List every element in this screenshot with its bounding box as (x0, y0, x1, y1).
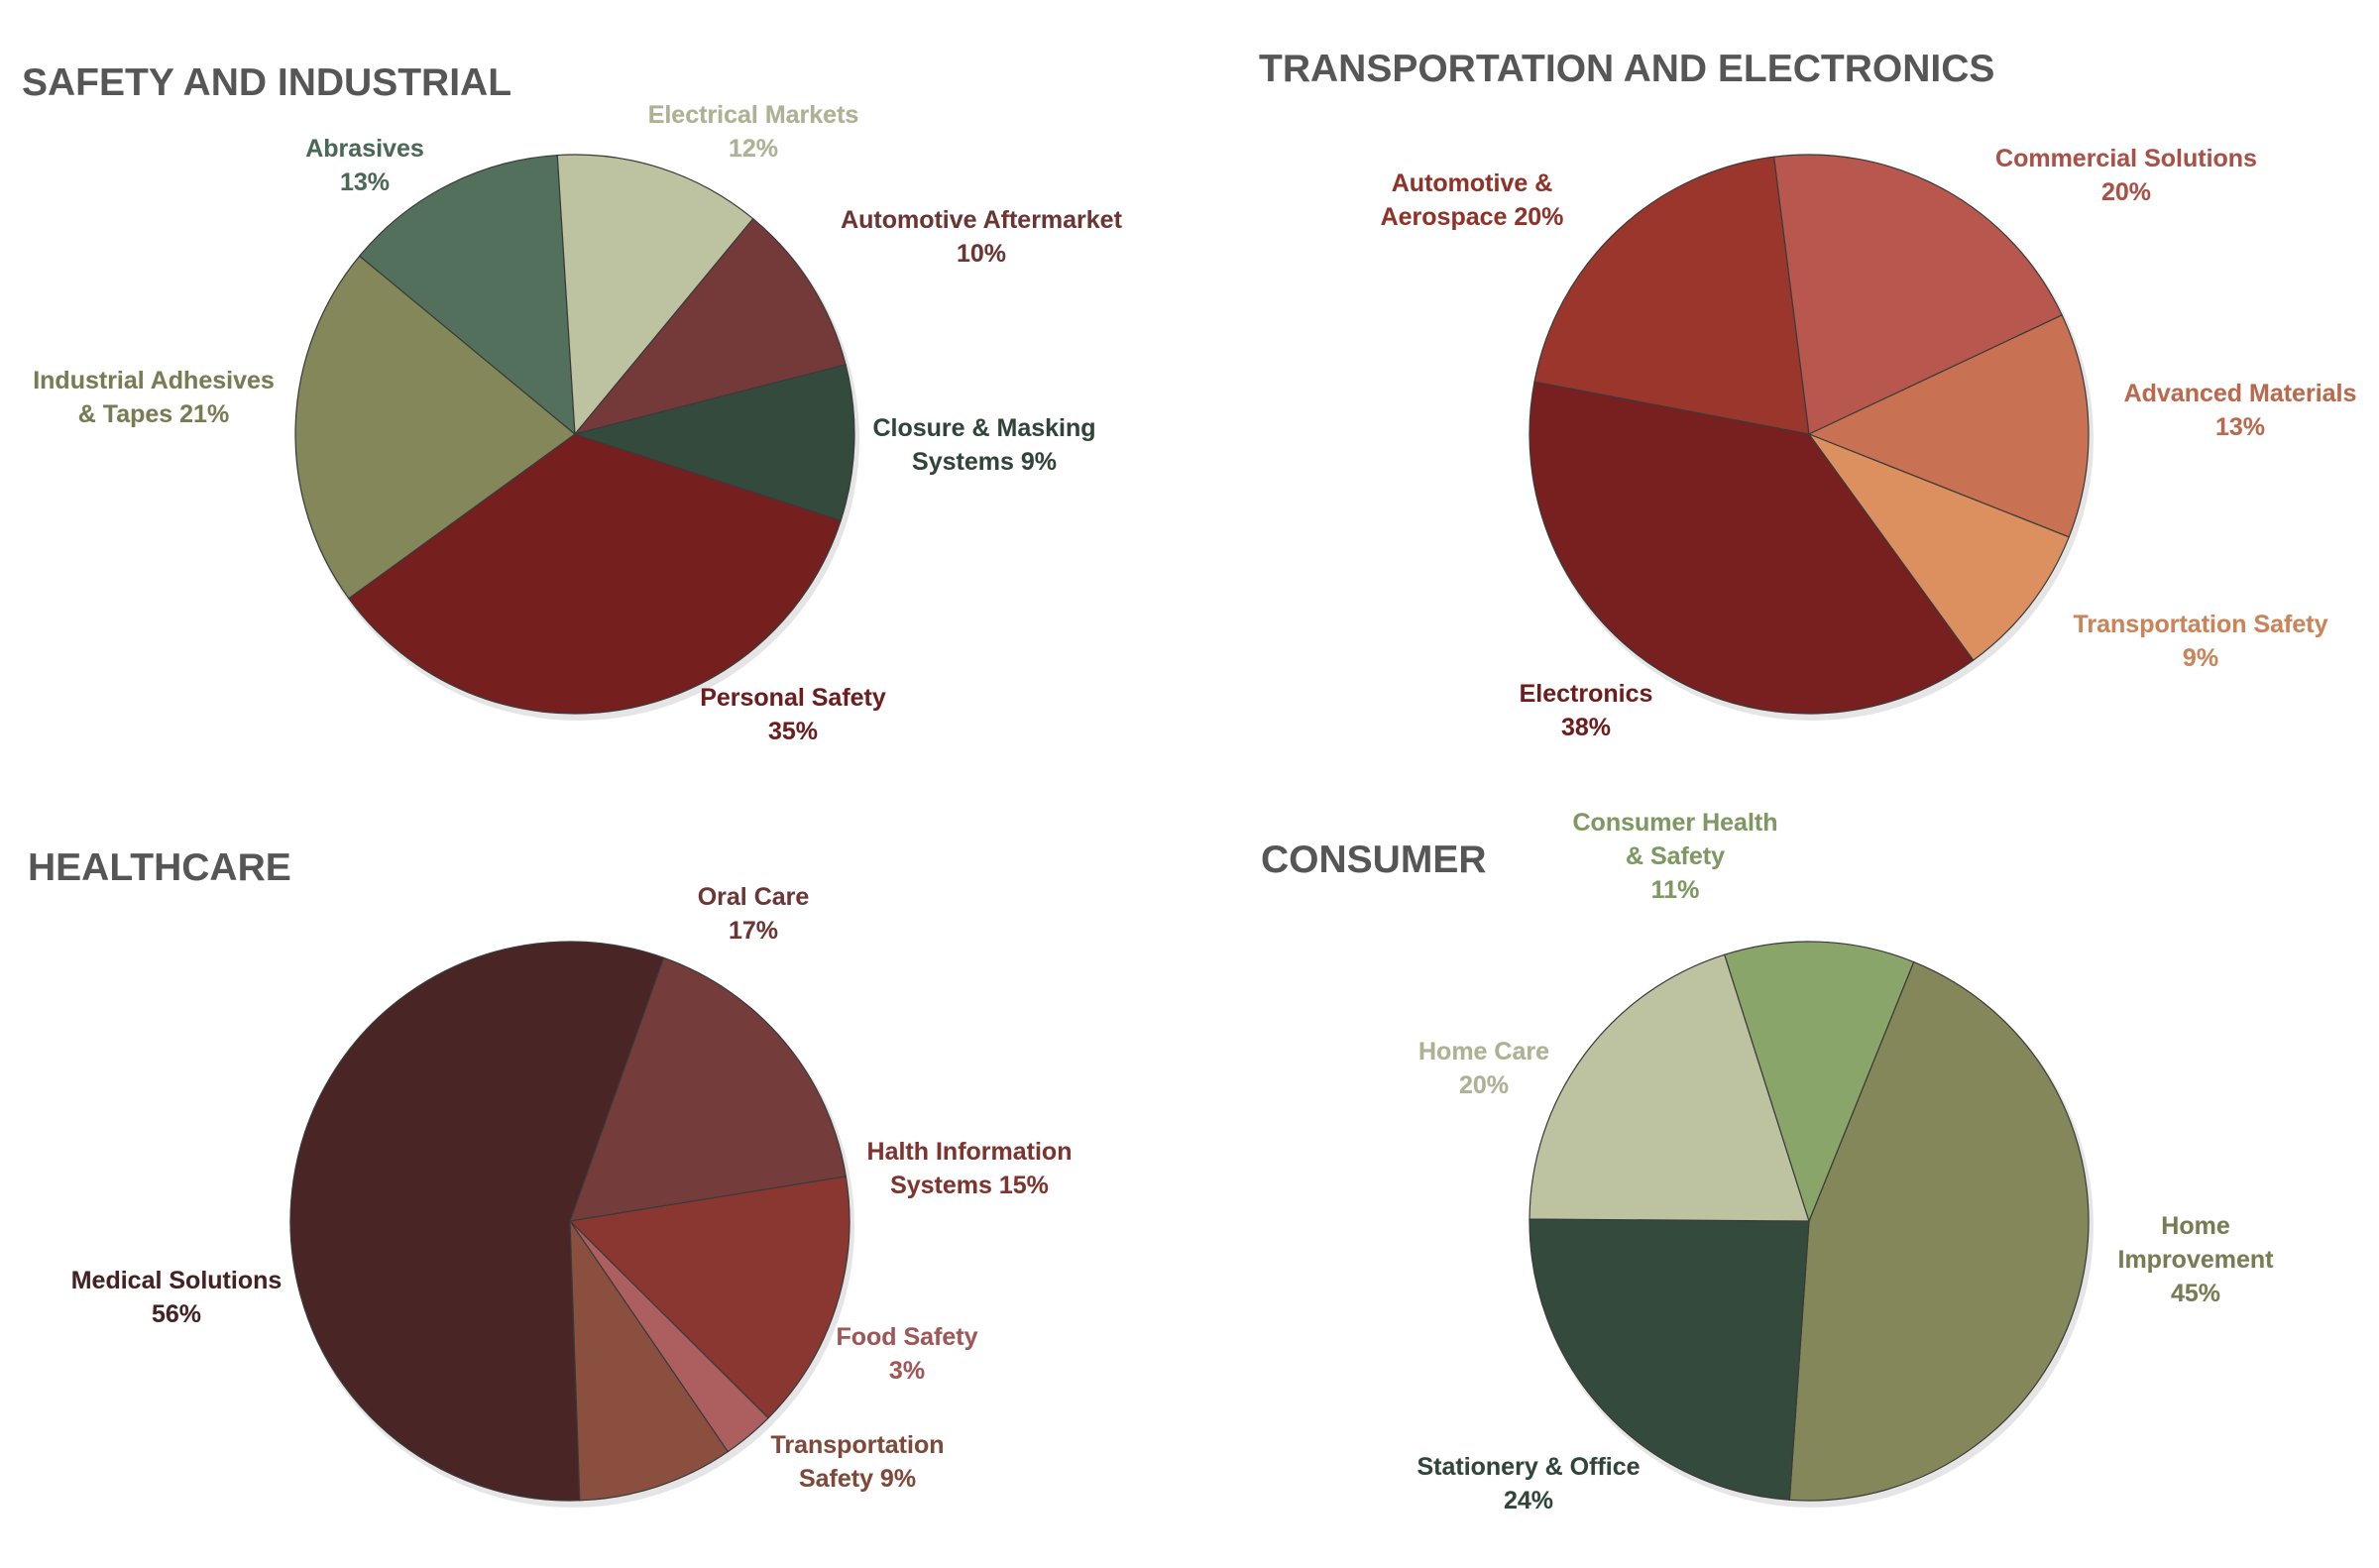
pie-slice-automotive-aerospace (1533, 156, 1810, 435)
pie-slice-home-improvement (1788, 960, 2090, 1502)
slice-label-line: 9% (2183, 644, 2218, 672)
slice-label: Abrasives 13% (305, 135, 424, 196)
slice-label-line: Advanced Materials (2124, 380, 2357, 407)
slice-label-line: 13% (2215, 413, 2265, 441)
slice-label-line: Closure & Masking (872, 414, 1095, 442)
pie-slice-automotive-aftermarket (573, 217, 847, 436)
pie-transportation-electronics: Electronics 38% Automotive & Aerospace 20% C… (1380, 145, 2357, 742)
panel-title: HEALTHCARE (28, 846, 291, 889)
slice-label: Transportation Safety 9% (770, 1431, 944, 1493)
slice-label-line: 3% (889, 1357, 925, 1385)
pie-slice-industrial-adhesives-tapes (294, 255, 576, 600)
slice-label: Electrical Markets 12% (648, 101, 859, 163)
slice-label: Transportation Safety 9% (2074, 611, 2328, 672)
slice-label: Industrial Adhesives & Tapes 21% (33, 367, 275, 428)
slice-label-line: Systems 15% (890, 1172, 1049, 1199)
pie-slice-closure-masking-systems (572, 364, 855, 521)
slice-label-line: 12% (729, 135, 778, 163)
pie-slice-electronics (1529, 381, 1975, 715)
slice-label: Electronics 38% (1520, 680, 1653, 741)
slice-label-line: 20% (1459, 1071, 1509, 1099)
pie-slice-stationery-office (1529, 1218, 1810, 1501)
pie-slice-halth-information-systems (568, 1176, 850, 1419)
slice-label: Halth Information Systems 15% (867, 1138, 1073, 1199)
pie-panel-consumer: CONSUMER Home Improvement 45% Stationery & … (1261, 809, 2275, 1515)
slice-label-line: Medical Solutions (71, 1267, 283, 1294)
slice-label-line: 45% (2171, 1280, 2220, 1307)
slice-label-line: 38% (1561, 714, 1611, 741)
pie-slice-oral-care (569, 956, 848, 1222)
slice-label-line: Industrial Adhesives (33, 367, 275, 394)
slice-label-line: Electronics (1520, 680, 1653, 708)
slice-label: Commercial Solutions 20% (1995, 145, 2257, 206)
slice-label-line: 13% (340, 168, 390, 196)
slice-label-line: 11% (1651, 876, 1700, 904)
pie-slice-commercial-solutions (1772, 154, 2063, 435)
pie-slice-personal-safety (348, 433, 842, 715)
slice-label-line: Safety 9% (799, 1465, 916, 1493)
slice-label-line: 35% (768, 718, 818, 745)
pie-safety-industrial: Personal Safety 35% Industrial Adhesives & … (33, 101, 1123, 746)
slice-label: Advanced Materials 13% (2124, 380, 2357, 441)
panel-title: SAFETY AND INDUSTRIAL (22, 61, 511, 104)
slice-label: Consumer Health & Safety 11% (1573, 809, 1778, 904)
pie-slice-electrical-markets (556, 154, 754, 436)
pie-slice-consumer-health-safety (1723, 941, 1915, 1223)
slice-label-line: Consumer Health (1573, 809, 1778, 837)
slice-label-line: Stationery & Office (1416, 1453, 1640, 1481)
slice-label: Food Safety 3% (836, 1323, 977, 1385)
slice-label: Oral Care 17% (698, 883, 810, 945)
slice-label: Home Improvement 45% (2118, 1212, 2275, 1307)
slice-label: Home Care 20% (1418, 1038, 1549, 1099)
slice-label-line: Food Safety (836, 1323, 977, 1351)
slice-label-line: Transportation Safety (2074, 611, 2328, 638)
slice-label-line: Home (2161, 1212, 2230, 1240)
slice-label-line: Commercial Solutions (1995, 145, 2257, 172)
pie-healthcare: Medical Solutions 56% Oral Care 17% Halth In… (70, 883, 1073, 1508)
slice-label-line: Improvement (2118, 1246, 2275, 1274)
slice-label-line: Transportation (770, 1431, 944, 1459)
slice-label-line: Home Care (1418, 1038, 1549, 1065)
slice-label-line: 20% (2101, 178, 2151, 206)
pie-slice-advanced-materials (1807, 314, 2090, 538)
slice-label: Automotive & Aerospace 20% (1381, 169, 1564, 231)
slice-label-line: & Tapes 21% (78, 400, 229, 428)
pie-panel-transportation-electronics: TRANSPORTATION AND ELECTRONICS Electroni… (1259, 48, 2357, 742)
slice-label-line: Aerospace 20% (1381, 203, 1564, 231)
pie-slice-abrasives (358, 154, 576, 436)
slice-label-line: Automotive Aftermarket (841, 206, 1123, 234)
slice-label: Closure & Masking Systems 9% (872, 414, 1095, 476)
pie-slice-home-care (1529, 953, 1810, 1222)
pie-consumer: Home Improvement 45% Stationery & Office 24%… (1416, 809, 2275, 1515)
pie-panel-healthcare: HEALTHCARE Medical Solutions 56% Oral Care… (28, 846, 1073, 1508)
panel-title: CONSUMER (1261, 839, 1487, 881)
slice-label-line: 24% (1504, 1487, 1553, 1514)
slice-label-line: Halth Information (867, 1138, 1073, 1166)
slice-label-line: 56% (152, 1300, 201, 1328)
slice-label-line: Abrasives (305, 135, 424, 163)
pie-slice-medical-solutions (289, 941, 665, 1502)
pie-slice-transportation-safety (1807, 432, 2070, 661)
pie-panel-safety-industrial: SAFETY AND INDUSTRIAL Personal Safety 35%… (22, 61, 1123, 745)
slice-label-line: 10% (957, 240, 1006, 268)
slice-label: Personal Safety 35% (700, 684, 886, 745)
slice-label-line: & Safety (1626, 842, 1725, 870)
slice-label-line: Oral Care (698, 883, 810, 911)
panel-title: TRANSPORTATION AND ELECTRONICS (1259, 48, 1994, 90)
slice-label: Medical Solutions 56% (71, 1267, 283, 1328)
slice-label-line: Automotive & (1392, 169, 1553, 197)
slice-label: Stationery & Office 24% (1416, 1453, 1640, 1514)
slice-label: Automotive Aftermarket 10% (841, 206, 1123, 268)
slice-label-line: 17% (729, 917, 778, 945)
slice-label-line: Systems 9% (912, 448, 1057, 476)
pie-slice-transportation-safety (569, 1218, 730, 1502)
slice-label-line: Personal Safety (700, 684, 886, 712)
slice-label-line: Electrical Markets (648, 101, 859, 129)
